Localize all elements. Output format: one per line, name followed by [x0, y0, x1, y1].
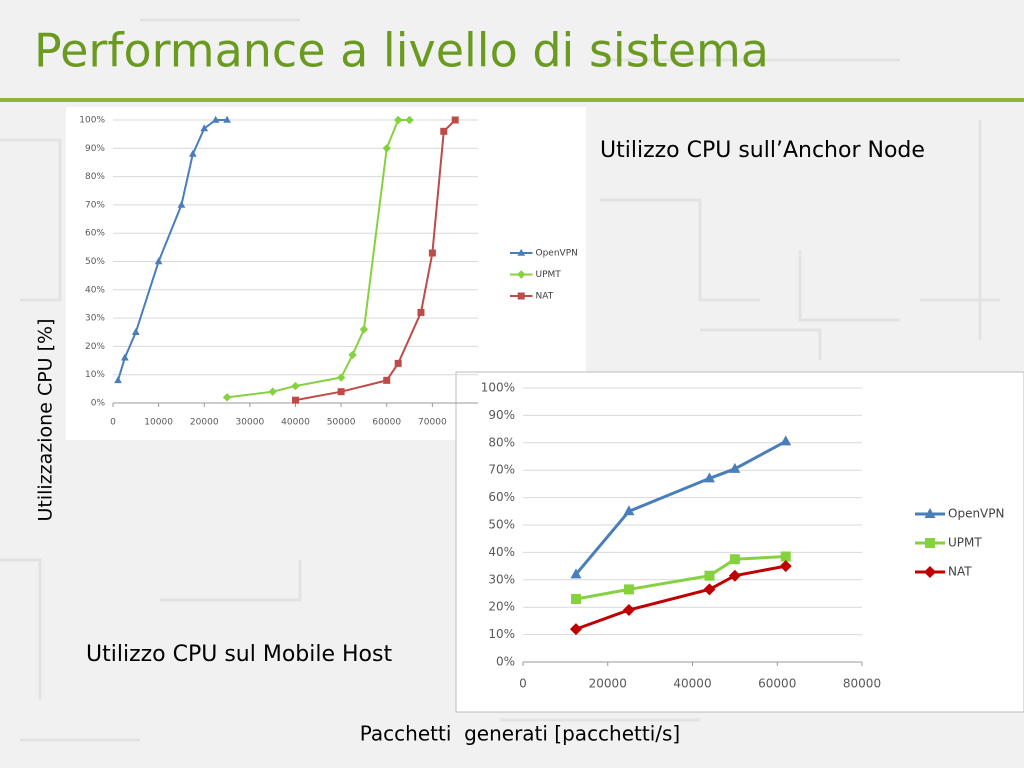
y-tick-label: 100%: [79, 116, 105, 126]
legend-marker: [924, 566, 936, 578]
legend-label: NAT: [948, 565, 972, 579]
legend-label: UPMT: [536, 270, 562, 280]
y-tick-label: 30%: [85, 314, 105, 324]
marker: [211, 115, 220, 123]
x-tick-label: 70000: [418, 418, 447, 428]
legend-marker: [517, 292, 525, 300]
y-tick-label: 20%: [488, 600, 515, 614]
title-rule: [0, 98, 1024, 102]
marker: [268, 387, 277, 396]
legend-label: OpenVPN: [948, 507, 1004, 521]
marker: [704, 570, 715, 581]
marker: [348, 350, 357, 360]
y-tick-label: 90%: [488, 408, 515, 422]
x-tick-label: 30000: [236, 418, 265, 428]
x-tick-label: 0: [110, 418, 116, 428]
y-tick-label: 10%: [488, 627, 515, 641]
legend-marker: [925, 538, 935, 548]
y-tick-label: 90%: [85, 144, 105, 154]
slide-title: Performance a livello di sistema: [34, 24, 769, 78]
y-tick-label: 30%: [488, 572, 515, 586]
marker: [359, 325, 369, 334]
marker: [154, 257, 163, 265]
legend-label: OpenVPN: [536, 249, 578, 259]
marker: [623, 505, 635, 516]
marker: [292, 396, 299, 404]
y-tick-label: 60%: [488, 490, 515, 504]
y-tick-label: 20%: [85, 342, 105, 352]
marker: [729, 554, 740, 565]
marker: [121, 353, 129, 361]
y-tick-label: 50%: [85, 257, 105, 267]
marker: [569, 623, 582, 636]
legend-marker: [517, 270, 526, 279]
x-tick-label: 50000: [327, 418, 356, 428]
x-tick-label: 20000: [190, 418, 219, 428]
marker: [223, 115, 231, 123]
marker: [114, 376, 122, 384]
marker: [417, 308, 425, 316]
x-tick-label: 40000: [673, 677, 711, 691]
x-tick-label: 60000: [372, 418, 401, 428]
y-axis-label: Utilizzazione CPU [%]: [35, 319, 57, 522]
marker: [703, 583, 716, 596]
marker: [393, 115, 403, 125]
x-axis-label: Pacchetti generati [pacchetti/s]: [360, 722, 681, 746]
y-tick-label: 80%: [85, 172, 105, 182]
marker: [383, 376, 391, 384]
legend-marker: [924, 508, 936, 518]
legend-label: UPMT: [948, 536, 982, 550]
marker: [451, 116, 459, 124]
y-tick-label: 100%: [481, 381, 515, 395]
marker: [336, 373, 346, 382]
marker: [570, 593, 581, 604]
marker: [337, 388, 345, 396]
marker: [570, 568, 582, 579]
y-tick-label: 60%: [85, 229, 105, 239]
marker: [623, 584, 634, 595]
marker: [780, 435, 792, 446]
y-tick-label: 50%: [488, 518, 515, 532]
y-tick-label: 80%: [488, 435, 515, 449]
x-tick-label: 60000: [758, 677, 796, 691]
x-tick-label: 40000: [281, 418, 310, 428]
y-tick-label: 70%: [488, 463, 515, 477]
y-tick-label: 0%: [496, 655, 515, 669]
y-tick-label: 40%: [488, 545, 515, 559]
marker: [729, 462, 741, 473]
caption: Utilizzo CPU sull’Anchor Node: [600, 138, 925, 163]
marker: [394, 359, 402, 367]
legend-label: NAT: [536, 292, 554, 302]
x-tick-label: 10000: [144, 418, 173, 428]
y-tick-label: 40%: [85, 285, 105, 295]
y-tick-label: 70%: [85, 200, 105, 210]
marker: [291, 381, 300, 391]
marker: [703, 472, 715, 483]
series-line: [295, 119, 456, 402]
marker: [728, 569, 741, 582]
marker: [440, 127, 448, 135]
x-tick-label: 80000: [843, 677, 881, 691]
y-tick-label: 10%: [85, 370, 105, 380]
marker: [200, 124, 209, 132]
marker: [622, 603, 635, 616]
legend-marker: [517, 248, 526, 256]
marker: [428, 249, 436, 257]
caption: Utilizzo CPU sul Mobile Host: [86, 642, 392, 667]
marker: [177, 200, 186, 208]
x-tick-label: 20000: [589, 677, 627, 691]
marker: [131, 328, 140, 336]
marker: [222, 393, 232, 402]
background-pattern: [0, 18, 1000, 742]
marker: [382, 144, 391, 153]
marker: [779, 560, 792, 573]
y-tick-label: 0%: [91, 399, 106, 409]
marker: [780, 551, 791, 562]
marker: [405, 115, 414, 125]
marker: [188, 149, 197, 157]
x-tick-label: 0: [519, 677, 527, 691]
